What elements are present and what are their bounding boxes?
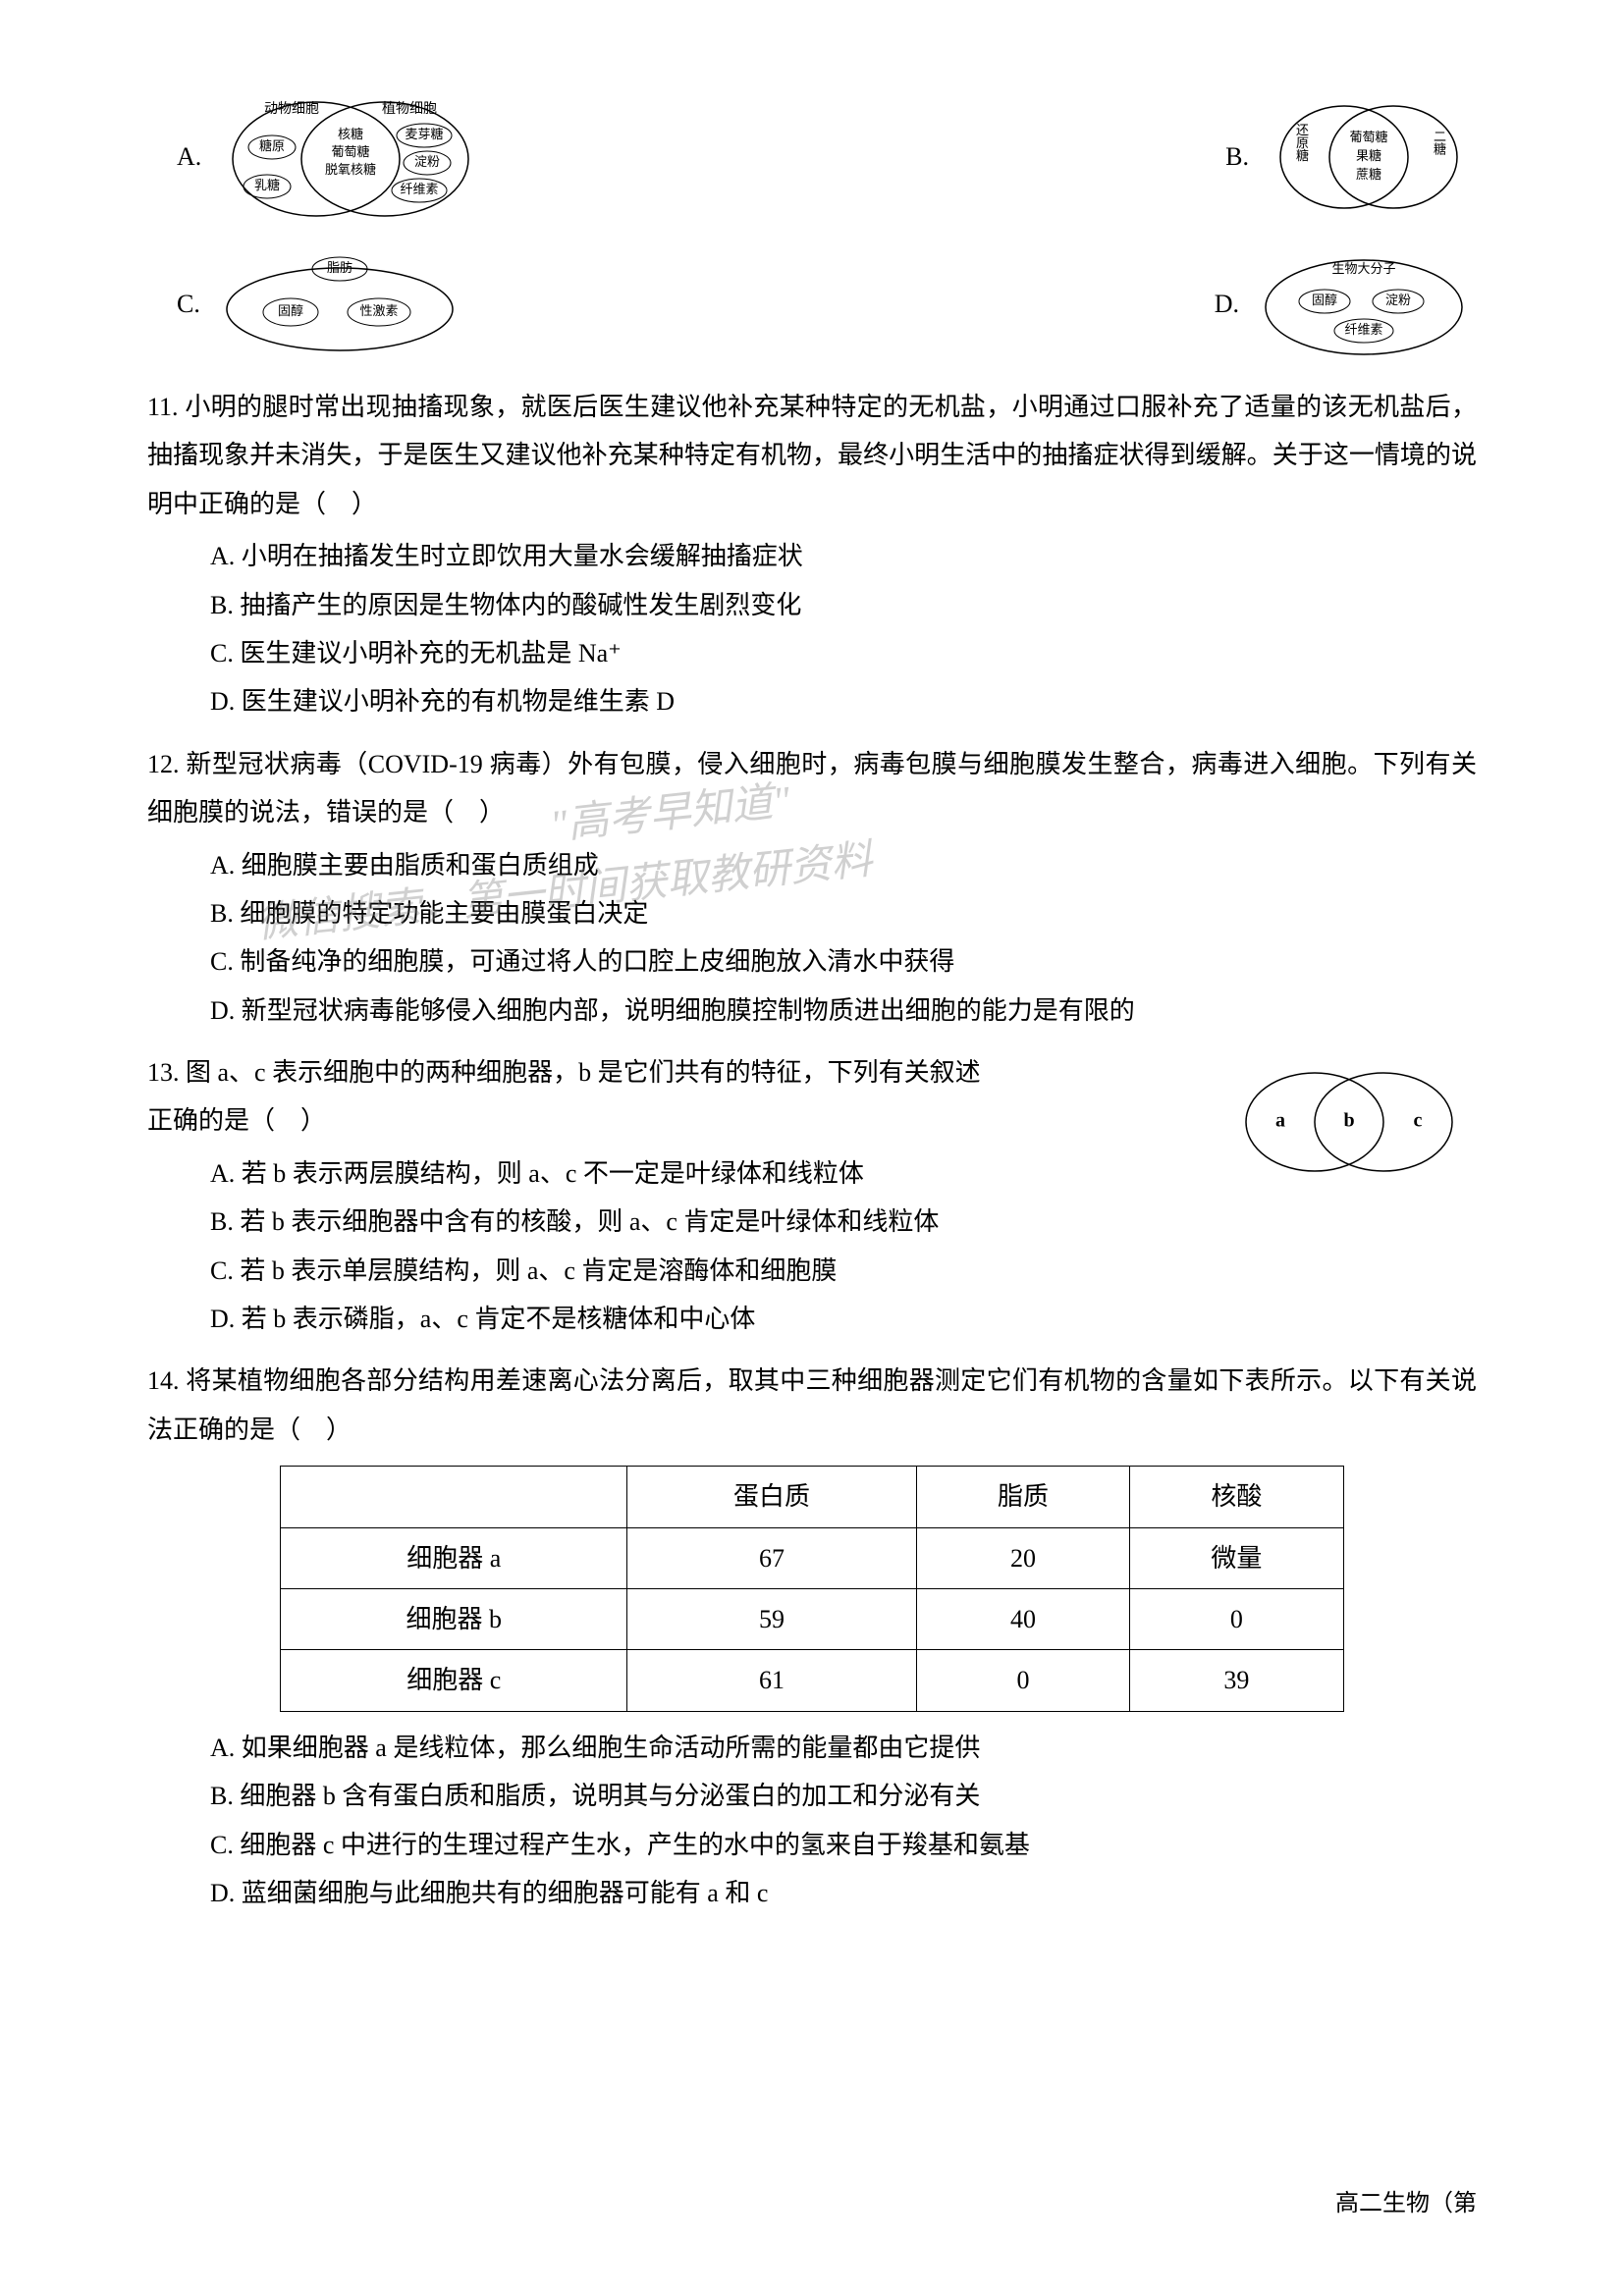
question-12: 12. 新型冠状病毒（COVID-19 病毒）外有包膜，侵入细胞时，病毒包膜与细… — [147, 740, 1477, 1035]
q14-table: 蛋白质 脂质 核酸 细胞器 a 67 20 微量 细胞器 b 59 40 0 细… — [280, 1466, 1343, 1712]
svg-text:糖原: 糖原 — [259, 138, 285, 153]
q13-options: A. 若 b 表示两层膜结构，则 a、c 不一定是叶绿体和线粒体 B. 若 b … — [210, 1149, 1202, 1344]
svg-text:固醇: 固醇 — [1312, 293, 1337, 307]
q14-opt-a: A. 如果细胞器 a 是线粒体，那么细胞生命活动所需的能量都由它提供 — [210, 1724, 1477, 1772]
q14-r1c2: 40 — [916, 1588, 1129, 1649]
q12-opt-b: B. 细胞膜的特定功能主要由膜蛋白决定 — [210, 889, 1477, 937]
q14-r2c2: 0 — [916, 1650, 1129, 1711]
q14-th-3: 核酸 — [1130, 1467, 1343, 1527]
option-letter-b: B. — [1225, 133, 1249, 181]
q13-opt-c: C. 若 b 表示单层膜结构，则 a、c 肯定是溶酶体和细胞膜 — [210, 1247, 1202, 1295]
q13-stem-1: 13. 图 a、c 表示细胞中的两种细胞器，b 是它们共有的特征，下列有关叙述 — [147, 1048, 1202, 1096]
svg-text:生物大分子: 生物大分子 — [1331, 261, 1395, 276]
q14-r1c0: 细胞器 b — [281, 1588, 627, 1649]
q13-stem-2: 正确的是（ ） — [147, 1096, 1202, 1145]
q12-options: A. 细胞膜主要由脂质和蛋白质组成 B. 细胞膜的特定功能主要由膜蛋白决定 C.… — [210, 841, 1477, 1036]
q14-opt-d: D. 蓝细菌细胞与此细胞共有的细胞器可能有 a 和 c — [210, 1869, 1477, 1917]
q12-stem: 12. 新型冠状病毒（COVID-19 病毒）外有包膜，侵入细胞时，病毒包膜与细… — [147, 740, 1477, 837]
q14-r0c0: 细胞器 a — [281, 1527, 627, 1588]
table-row: 细胞器 c 61 0 39 — [281, 1650, 1343, 1711]
diagram-option-c: C. 脂肪 固醇 性激素 — [177, 250, 802, 358]
svg-text:还原糖: 还原糖 — [1294, 124, 1309, 163]
q12-opt-c: C. 制备纯净的细胞膜，可通过将人的口腔上皮细胞放入清水中获得 — [210, 937, 1477, 986]
svg-text:b: b — [1343, 1110, 1354, 1132]
table-header-row: 蛋白质 脂质 核酸 — [281, 1467, 1343, 1527]
venn-c-svg: 脂肪 固醇 性激素 — [212, 255, 467, 353]
option-letter-c: C. — [177, 280, 200, 328]
venn-b-svg: 还原糖 二糖 葡萄糖 果糖 蔗糖 — [1261, 93, 1477, 221]
q14-r1c1: 59 — [627, 1588, 917, 1649]
table-row: 细胞器 a 67 20 微量 — [281, 1527, 1343, 1588]
svg-text:二糖: 二糖 — [1432, 130, 1446, 156]
svg-text:植物细胞: 植物细胞 — [382, 101, 437, 117]
q11-opt-d: D. 医生建议小明补充的有机物是维生素 D — [210, 677, 1477, 725]
q13-opt-b: B. 若 b 表示细胞器中含有的核酸，则 a、c 肯定是叶绿体和线粒体 — [210, 1198, 1202, 1246]
svg-text:c: c — [1414, 1110, 1423, 1132]
q14-r2c1: 61 — [627, 1650, 917, 1711]
question-14: 14. 将某植物细胞各部分结构用差速离心法分离后，取其中三种细胞器测定它们有机物… — [147, 1357, 1477, 1917]
svg-text:葡萄糖: 葡萄糖 — [332, 144, 370, 159]
svg-text:葡萄糖: 葡萄糖 — [1349, 130, 1387, 144]
q14-opt-c: C. 细胞器 c 中进行的生理过程产生水，产生的水中的氢来自于羧基和氨基 — [210, 1821, 1477, 1869]
svg-text:性激素: 性激素 — [359, 303, 398, 318]
q14-th-0 — [281, 1467, 627, 1527]
svg-text:蔗糖: 蔗糖 — [1356, 167, 1381, 182]
q11-opt-b: B. 抽搐产生的原因是生物体内的酸碱性发生剧烈变化 — [210, 581, 1477, 629]
diagram-option-d: D. 生物大分子 固醇 淀粉 纤维素 — [851, 250, 1477, 358]
svg-text:果糖: 果糖 — [1356, 148, 1381, 163]
q14-r1c3: 0 — [1130, 1588, 1343, 1649]
option-letter-d: D. — [1215, 280, 1239, 328]
diagram-row-1: A. 动物细胞 植物细胞 糖原 乳糖 核糖 葡萄糖 脱氧核糖 麦芽糖 淀粉 纤维… — [147, 88, 1477, 226]
q14-th-1: 蛋白质 — [627, 1467, 917, 1527]
q14-r0c2: 20 — [916, 1527, 1129, 1588]
page-footer: 高二生物（第 — [1335, 2182, 1477, 2227]
q14-r0c3: 微量 — [1130, 1527, 1343, 1588]
question-13: 13. 图 a、c 表示细胞中的两种细胞器，b 是它们共有的特征，下列有关叙述 … — [147, 1048, 1477, 1343]
q14-options: A. 如果细胞器 a 是线粒体，那么细胞生命活动所需的能量都由它提供 B. 细胞… — [210, 1724, 1477, 1918]
table-row: 细胞器 b 59 40 0 — [281, 1588, 1343, 1649]
option-letter-a: A. — [177, 133, 201, 181]
svg-text:纤维素: 纤维素 — [1344, 322, 1382, 337]
q12-opt-d: D. 新型冠状病毒能够侵入细胞内部，说明细胞膜控制物质进出细胞的能力是有限的 — [210, 987, 1477, 1035]
diagram-row-2: C. 脂肪 固醇 性激素 D. 生物大分子 固醇 淀粉 纤维 — [147, 250, 1477, 358]
venn-a-svg: 动物细胞 植物细胞 糖原 乳糖 核糖 葡萄糖 脱氧核糖 麦芽糖 淀粉 纤维素 — [213, 88, 488, 226]
svg-text:脂肪: 脂肪 — [327, 260, 352, 275]
q11-options: A. 小明在抽搐发生时立即饮用大量水会缓解抽搐症状 B. 抽搐产生的原因是生物体… — [210, 532, 1477, 726]
question-11: 11. 小明的腿时常出现抽搐现象，就医后医生建议他补充某种特定的无机盐，小明通过… — [147, 383, 1477, 726]
q14-th-2: 脂质 — [916, 1467, 1129, 1527]
svg-text:a: a — [1275, 1110, 1285, 1132]
svg-text:动物细胞: 动物细胞 — [264, 101, 319, 117]
svg-text:核糖: 核糖 — [338, 127, 363, 141]
q13-opt-d: D. 若 b 表示磷脂，a、c 肯定不是核糖体和中心体 — [210, 1295, 1202, 1343]
q14-opt-b: B. 细胞器 b 含有蛋白质和脂质，说明其与分泌蛋白的加工和分泌有关 — [210, 1772, 1477, 1820]
option-diagram-grid: A. 动物细胞 植物细胞 糖原 乳糖 核糖 葡萄糖 脱氧核糖 麦芽糖 淀粉 纤维… — [147, 88, 1477, 358]
svg-text:淀粉: 淀粉 — [414, 154, 440, 169]
q14-r0c1: 67 — [627, 1527, 917, 1588]
q11-opt-c: C. 医生建议小明补充的无机盐是 Na⁺ — [210, 629, 1477, 677]
venn-d-svg: 生物大分子 固醇 淀粉 纤维素 — [1251, 250, 1477, 358]
diagram-option-a: A. 动物细胞 植物细胞 糖原 乳糖 核糖 葡萄糖 脱氧核糖 麦芽糖 淀粉 纤维… — [177, 88, 802, 226]
q14-r2c3: 39 — [1130, 1650, 1343, 1711]
q13-opt-a: A. 若 b 表示两层膜结构，则 a、c 不一定是叶绿体和线粒体 — [210, 1149, 1202, 1198]
svg-text:纤维素: 纤维素 — [401, 182, 439, 196]
svg-text:脱氧核糖: 脱氧核糖 — [325, 162, 376, 177]
svg-text:固醇: 固醇 — [278, 303, 303, 318]
svg-text:麦芽糖: 麦芽糖 — [406, 127, 444, 141]
q12-opt-a: A. 细胞膜主要由脂质和蛋白质组成 — [210, 841, 1477, 889]
svg-text:乳糖: 乳糖 — [254, 178, 280, 192]
diagram-option-b: B. 还原糖 二糖 葡萄糖 果糖 蔗糖 — [851, 88, 1477, 226]
q14-r2c0: 细胞器 c — [281, 1650, 627, 1711]
q11-opt-a: A. 小明在抽搐发生时立即饮用大量水会缓解抽搐症状 — [210, 532, 1477, 580]
q13-venn-diagram: a b c — [1221, 1058, 1477, 1201]
q11-stem: 11. 小明的腿时常出现抽搐现象，就医后医生建议他补充某种特定的无机盐，小明通过… — [147, 383, 1477, 528]
svg-text:淀粉: 淀粉 — [1385, 293, 1411, 307]
q14-stem: 14. 将某植物细胞各部分结构用差速离心法分离后，取其中三种细胞器测定它们有机物… — [147, 1357, 1477, 1454]
